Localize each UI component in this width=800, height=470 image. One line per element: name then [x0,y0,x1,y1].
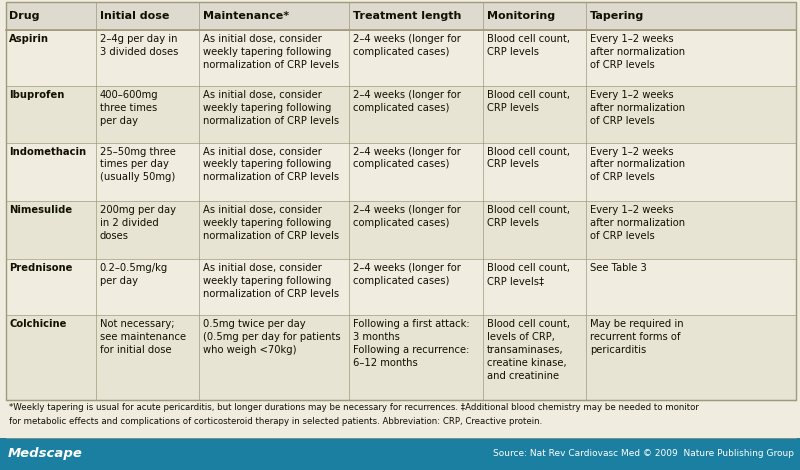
Text: 2–4 weeks (longer for
complicated cases): 2–4 weeks (longer for complicated cases) [353,263,461,286]
Bar [6,2,796,400]
Text: Indomethacin: Indomethacin [9,147,86,157]
Text: Source: Nat Rev Cardiovasc Med © 2009  Nature Publishing Group: Source: Nat Rev Cardiovasc Med © 2009 Na… [493,449,794,459]
Text: As initial dose, consider
weekly tapering following
normalization of CRP levels: As initial dose, consider weekly taperin… [202,263,338,299]
Text: As initial dose, consider
weekly tapering following
normalization of CRP levels: As initial dose, consider weekly taperin… [202,90,338,126]
Text: As initial dose, consider
weekly tapering following
normalization of CRP levels: As initial dose, consider weekly taperin… [202,147,338,182]
Text: As initial dose, consider
weekly tapering following
normalization of CRP levels: As initial dose, consider weekly taperin… [202,205,338,241]
Text: Treatment length: Treatment length [353,11,461,21]
Text: 2–4 weeks (longer for
complicated cases): 2–4 weeks (longer for complicated cases) [353,34,461,57]
Bar [6,143,796,201]
Bar [6,259,796,315]
Text: 200mg per day
in 2 divided
doses: 200mg per day in 2 divided doses [100,205,176,241]
Text: Blood cell count,
CRP levels: Blood cell count, CRP levels [487,147,570,170]
Text: Colchicine: Colchicine [9,320,66,329]
Bar [6,315,796,400]
Text: Blood cell count,
CRP levels: Blood cell count, CRP levels [487,205,570,227]
Text: Blood cell count,
CRP levels: Blood cell count, CRP levels [487,90,570,113]
Text: Blood cell count,
CRP levels: Blood cell count, CRP levels [487,34,570,57]
Text: Blood cell count,
levels of CRP,
transaminases,
creatine kinase,
and creatinine: Blood cell count, levels of CRP, transam… [487,320,570,381]
Text: Every 1–2 weeks
after normalization
of CRP levels: Every 1–2 weeks after normalization of C… [590,147,685,182]
Text: 2–4 weeks (longer for
complicated cases): 2–4 weeks (longer for complicated cases) [353,205,461,227]
Text: Initial dose: Initial dose [100,11,170,21]
Bar [0,438,800,470]
Text: Prednisone: Prednisone [9,263,72,273]
Bar [6,2,796,30]
Text: As initial dose, consider
weekly tapering following
normalization of CRP levels: As initial dose, consider weekly taperin… [202,34,338,70]
Text: 0.5mg twice per day
(0.5mg per day for patients
who weigh <70kg): 0.5mg twice per day (0.5mg per day for p… [202,320,340,355]
Text: 2–4 weeks (longer for
complicated cases): 2–4 weeks (longer for complicated cases) [353,147,461,170]
Text: Tapering: Tapering [590,11,644,21]
Bar [6,86,796,143]
Text: Medscape: Medscape [8,447,83,461]
Text: Nimesulide: Nimesulide [9,205,72,215]
Text: Maintenance*: Maintenance* [202,11,289,21]
Text: May be required in
recurrent forms of
pericarditis: May be required in recurrent forms of pe… [590,320,683,355]
Text: Every 1–2 weeks
after normalization
of CRP levels: Every 1–2 weeks after normalization of C… [590,205,685,241]
Bar [6,201,796,259]
Text: Every 1–2 weeks
after normalization
of CRP levels: Every 1–2 weeks after normalization of C… [590,90,685,126]
Text: Every 1–2 weeks
after normalization
of CRP levels: Every 1–2 weeks after normalization of C… [590,34,685,70]
Text: 0.2–0.5mg/kg
per day: 0.2–0.5mg/kg per day [100,263,168,286]
Bar [6,400,796,438]
Text: Drug: Drug [9,11,39,21]
Text: Blood cell count,
CRP levels‡: Blood cell count, CRP levels‡ [487,263,570,286]
Bar [6,30,796,86]
Text: Monitoring: Monitoring [487,11,555,21]
Text: Not necessary;
see maintenance
for initial dose: Not necessary; see maintenance for initi… [100,320,186,355]
Text: for metabolic effects and complications of corticosteroid therapy in selected pa: for metabolic effects and complications … [9,417,542,426]
Text: 2–4g per day in
3 divided doses: 2–4g per day in 3 divided doses [100,34,178,57]
Text: See Table 3: See Table 3 [590,263,646,273]
Text: 400–600mg
three times
per day: 400–600mg three times per day [100,90,158,126]
Text: *Weekly tapering is usual for acute pericarditis, but longer durations may be ne: *Weekly tapering is usual for acute peri… [9,403,699,412]
Text: 25–50mg three
times per day
(usually 50mg): 25–50mg three times per day (usually 50m… [100,147,176,182]
Text: Following a first attack:
3 months
Following a recurrence:
6–12 months: Following a first attack: 3 months Follo… [353,320,470,368]
Text: 2–4 weeks (longer for
complicated cases): 2–4 weeks (longer for complicated cases) [353,90,461,113]
Text: Ibuprofen: Ibuprofen [9,90,64,101]
Text: Aspirin: Aspirin [9,34,49,44]
